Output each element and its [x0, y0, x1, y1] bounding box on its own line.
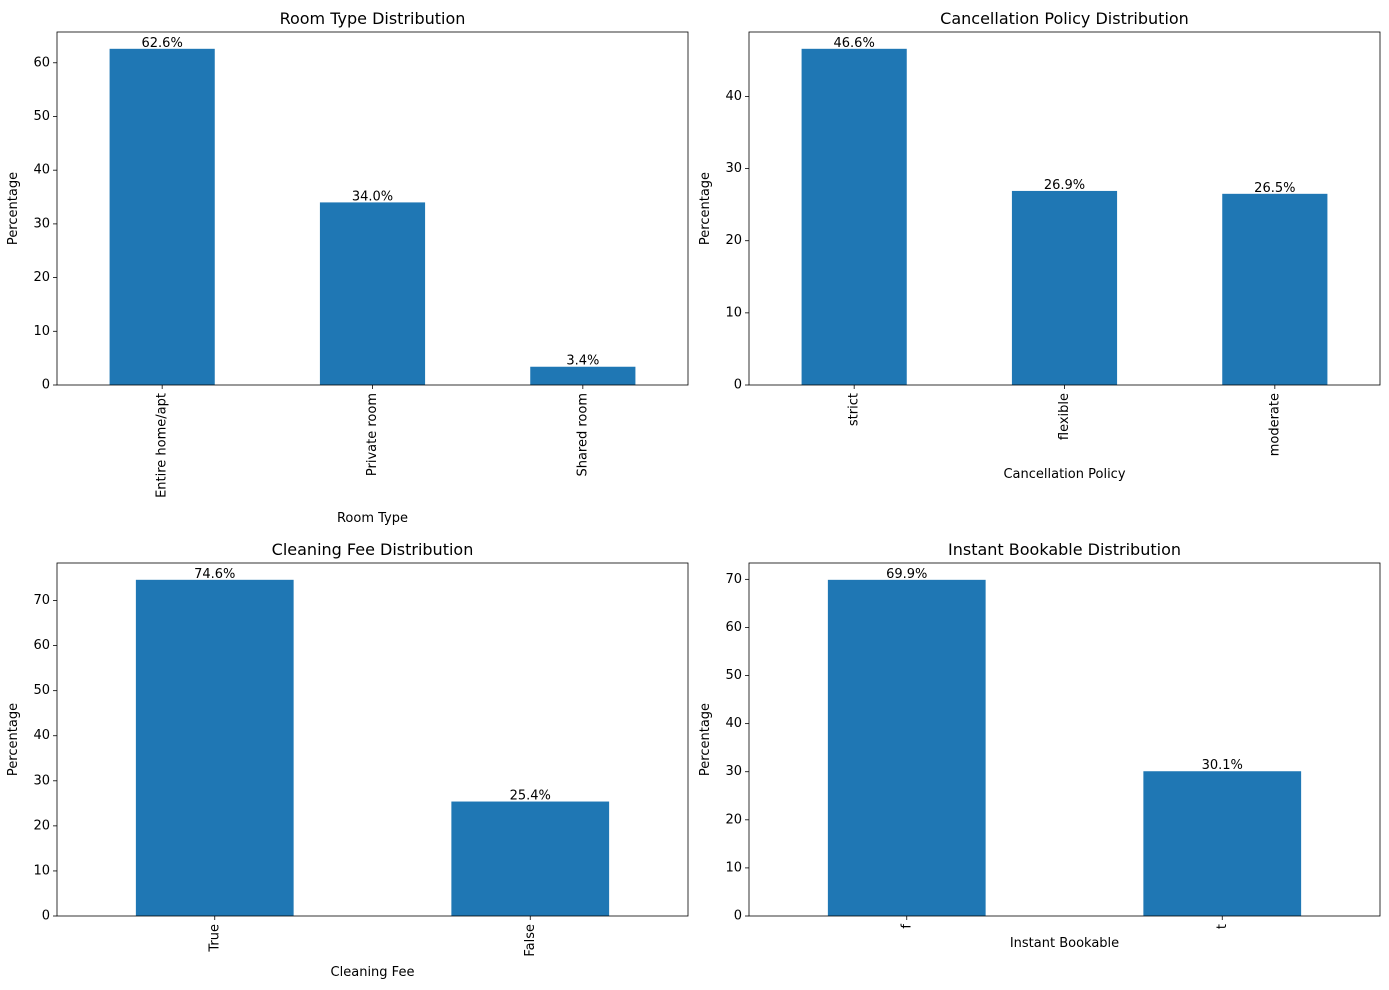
x-axis-label: Room Type [337, 511, 408, 526]
bar-2-1 [801, 48, 907, 386]
y-tick-label: 20 [33, 270, 50, 285]
x-tick-label: t [1215, 924, 1230, 929]
y-tick-label: 10 [33, 863, 50, 878]
x-tick-label: strict [847, 393, 862, 426]
chart-2: 46.6% strict 26.9% flexible 26.5% moderate 0 10… [698, 9, 1381, 482]
y-tick-label: 60 [33, 638, 50, 653]
chart-title: Cancellation Policy Distribution [940, 9, 1189, 28]
x-axis-label: Cancellation Policy [1003, 467, 1125, 482]
y-tick-label: 70 [725, 572, 742, 587]
y-tick-label: 40 [725, 716, 742, 731]
data-label: 30.1% [1202, 758, 1243, 773]
x-tick-label: flexible [1057, 393, 1072, 440]
bar-3-2 [451, 801, 610, 916]
x-tick-label: moderate [1267, 393, 1282, 456]
y-axis-label: Percentage [6, 172, 21, 245]
y-tick-label: 40 [33, 163, 50, 178]
data-label: 3.4% [566, 354, 599, 369]
axes-frame [748, 562, 1381, 917]
bar-2-3 [1222, 193, 1328, 385]
y-tick-label: 50 [33, 683, 50, 698]
bar-4-1 [827, 579, 986, 916]
y-tick-label: 20 [725, 233, 742, 248]
x-tick-label: Private room [365, 393, 380, 476]
axes-frame [748, 31, 1381, 386]
y-tick-label: 10 [725, 860, 742, 875]
y-tick-label: 0 [734, 378, 742, 393]
y-tick-label: 60 [725, 620, 742, 635]
bar-1-3 [530, 366, 636, 385]
axes-frame [56, 31, 689, 386]
data-label: 26.5% [1254, 181, 1295, 196]
y-tick-label: 70 [33, 593, 50, 608]
y-tick-label: 20 [33, 818, 50, 833]
bar-2-2 [1011, 190, 1118, 385]
bar-1-1 [109, 48, 215, 386]
bar-4-2 [1143, 771, 1302, 916]
x-tick-label: False [523, 924, 538, 957]
data-label: 74.6% [194, 567, 235, 582]
data-label: 62.6% [142, 36, 183, 51]
chart-4: 69.9% f 30.1% t 0 10 20 30 40 50 60 70 Instant Booka… [698, 540, 1381, 951]
y-tick-label: 30 [33, 216, 50, 231]
y-tick-label: 30 [725, 161, 742, 176]
bar-1-2 [319, 202, 426, 385]
chart-title: Instant Bookable Distribution [948, 540, 1181, 559]
chart-3: 74.6% True 25.4% False 0 10 20 30 40 50 60 70 Cleani… [6, 540, 689, 980]
y-tick-label: 0 [734, 909, 742, 924]
x-axis-label: Instant Bookable [1010, 936, 1119, 951]
data-label: 34.0% [352, 189, 393, 204]
y-tick-label: 10 [33, 324, 50, 339]
y-tick-label: 50 [725, 668, 742, 683]
y-tick-label: 0 [42, 378, 50, 393]
x-tick-label: Entire home/apt [155, 393, 170, 498]
axes-frame [56, 562, 689, 917]
y-tick-label: 40 [33, 728, 50, 743]
data-label: 25.4% [510, 789, 551, 804]
chart-title: Cleaning Fee Distribution [272, 540, 474, 559]
x-tick-label: Shared room [575, 393, 590, 477]
x-axis-label: Cleaning Fee [331, 965, 415, 980]
data-label: 69.9% [886, 567, 927, 582]
y-tick-label: 30 [33, 773, 50, 788]
y-tick-label: 30 [725, 764, 742, 779]
bar-3-1 [135, 579, 294, 916]
y-axis-label: Percentage [698, 172, 713, 245]
y-tick-label: 0 [42, 909, 50, 924]
chart-1: 62.6% Entire home/apt 34.0% Private room 3.4… [6, 9, 689, 526]
y-tick-label: 40 [725, 89, 742, 104]
y-tick-label: 60 [33, 55, 50, 70]
y-tick-label: 10 [725, 305, 742, 320]
data-label: 26.9% [1044, 178, 1085, 193]
data-label: 46.6% [834, 36, 875, 51]
x-tick-label: True [207, 924, 222, 953]
y-axis-label: Percentage [698, 703, 713, 776]
x-tick-label: f [899, 924, 914, 929]
y-axis-label: Percentage [6, 703, 21, 776]
y-tick-label: 50 [33, 109, 50, 124]
chart-title: Room Type Distribution [280, 9, 466, 28]
y-tick-label: 20 [725, 812, 742, 827]
